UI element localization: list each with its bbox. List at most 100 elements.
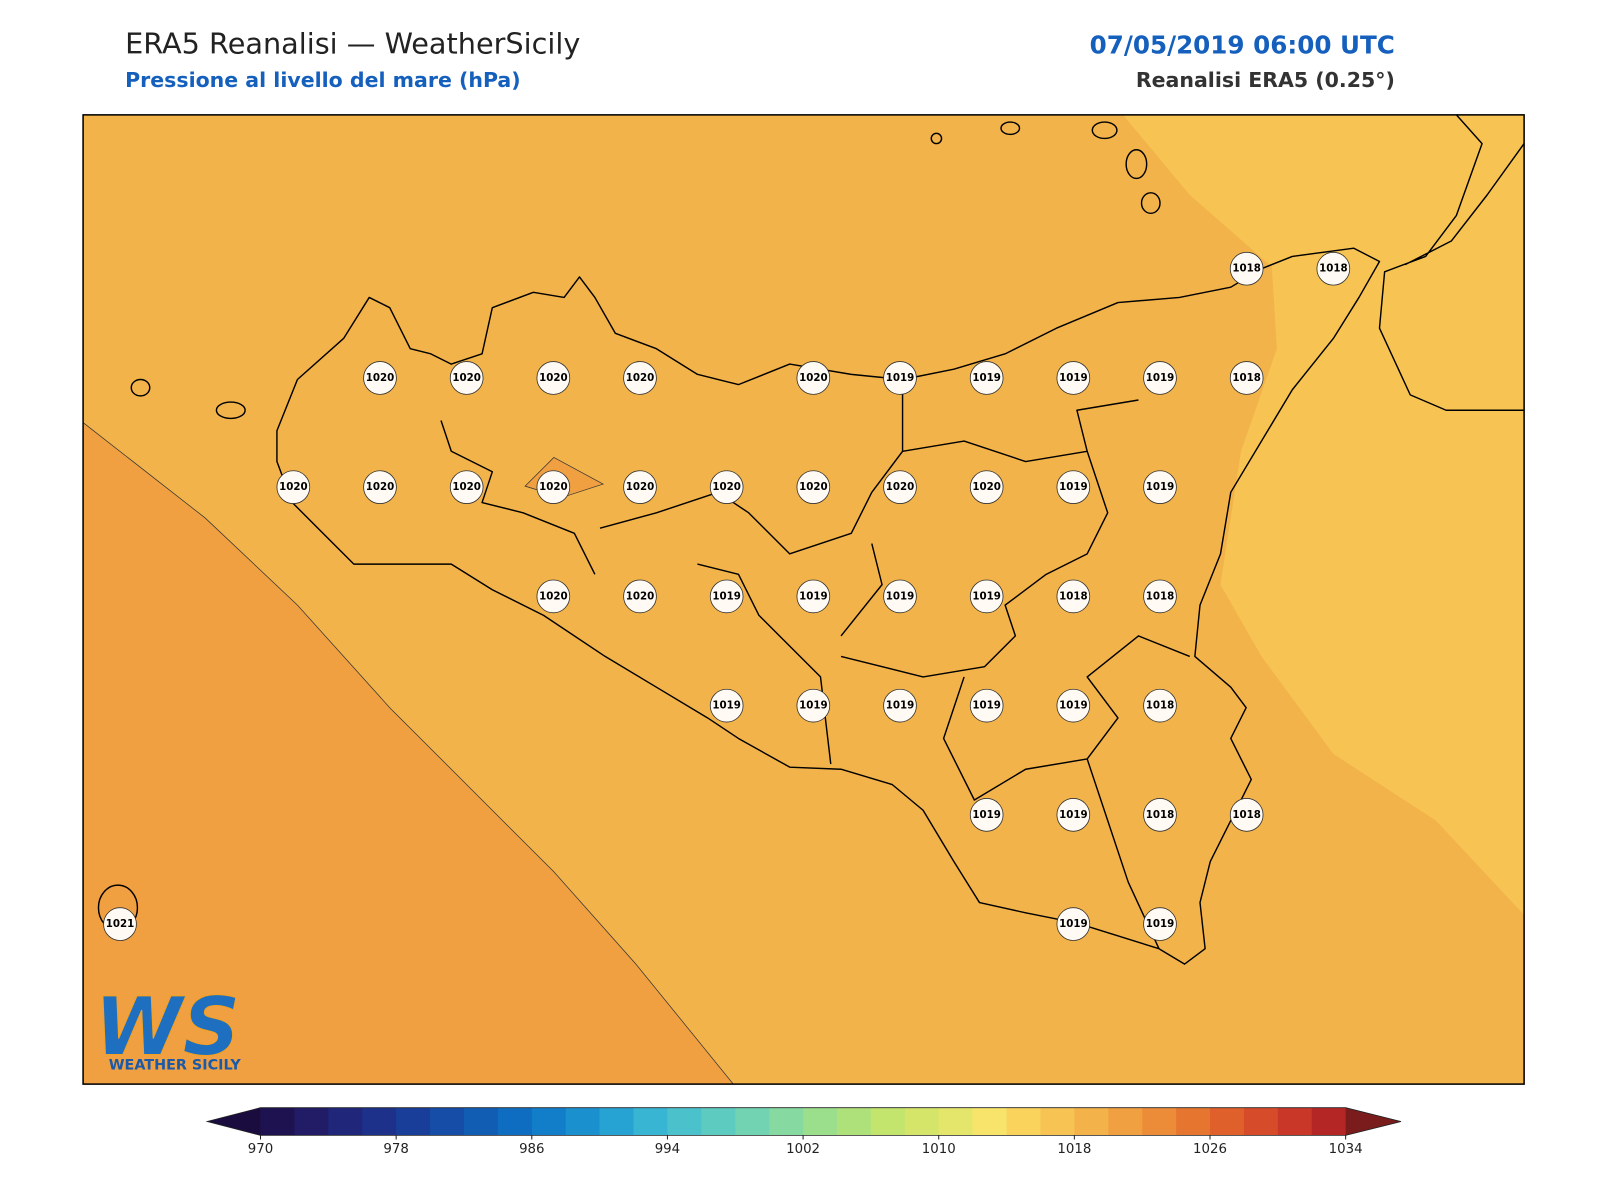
station: 1019 [969,688,1004,723]
station-value: 1020 [452,481,481,493]
color-segment [769,1107,804,1136]
color-segment [1142,1107,1177,1136]
station-marker [623,361,657,395]
station-marker [883,361,917,395]
station-marker [536,361,571,395]
station-value: 1018 [1059,590,1088,602]
color-segment [463,1107,499,1136]
station: 1018 [1229,798,1264,832]
station: 1020 [796,361,831,395]
station-value: 1019 [972,809,1001,821]
station-value: 1020 [452,372,481,384]
station-value: 1020 [799,481,828,493]
station-marker [536,579,571,614]
station-value: 1019 [1059,809,1088,821]
station-value: 1018 [1146,590,1175,602]
coastline-calabria [1378,114,1525,411]
field-1016 [1123,114,1525,915]
logo-text: WEATHER SICILY [109,1058,242,1074]
station-value: 1019 [1146,918,1175,930]
color-segment [362,1107,397,1136]
station-marker [969,798,1004,832]
station: 1020 [883,470,917,504]
station-value: 1020 [626,372,655,384]
station: 1020 [709,470,744,504]
title: ERA5 Reanalisi — WeatherSicily [125,26,580,60]
station-marker [623,470,657,504]
station-marker [536,470,571,504]
station-marker [1056,579,1091,614]
colorbar-tick-label: 1002 [786,1142,820,1157]
station-value: 1019 [1146,372,1175,384]
station-value: 1019 [712,700,741,712]
station-value: 1020 [539,481,568,493]
station-marker [363,470,397,504]
station-value: 1018 [1232,263,1261,275]
color-segment [972,1107,1008,1136]
station-marker [796,688,831,723]
station: 1020 [623,579,657,614]
coastline-sicily [276,247,1381,965]
color-segment [633,1107,668,1136]
station-value: 1020 [799,372,828,384]
station: 1019 [1056,907,1091,941]
color-segment [565,1107,601,1136]
station-marker [969,361,1004,395]
station: 1020 [449,470,484,504]
color-segment [1108,1107,1143,1136]
station: 1018 [1143,579,1177,614]
station-marker [1143,579,1177,614]
station: 1020 [969,470,1004,504]
station-value: 1020 [972,481,1001,493]
color-segment [938,1107,974,1136]
datetime: 07/05/2019 06:00 UTC [1090,30,1395,59]
color-segment [497,1107,533,1136]
extend-high [1345,1107,1402,1136]
station: 1020 [276,470,311,504]
station: 1019 [969,361,1004,395]
station-marker [1056,361,1091,395]
station-marker [1056,688,1091,723]
station: 1020 [623,470,657,504]
color-segment [1277,1107,1313,1136]
station-marker [969,688,1004,723]
color-segment [531,1107,567,1136]
station-value: 1020 [539,590,568,602]
color-segment [260,1107,295,1136]
station: 1020 [796,470,831,504]
station-marker [883,470,917,504]
station-value: 1019 [712,590,741,602]
islands [97,121,1161,931]
station: 1020 [536,470,571,504]
station-marker [363,361,397,395]
subtitle: Pressione al livello del mare (hPa) [125,68,521,92]
color-segment [1210,1107,1245,1136]
station-marker [1056,907,1091,941]
station: 1019 [883,688,917,723]
station-value: 1019 [799,590,828,602]
station-value: 1019 [886,590,915,602]
station: 1019 [1056,798,1091,832]
color-segment [904,1107,940,1136]
color-segment [1006,1107,1041,1136]
station-marker [449,361,484,395]
station: 1019 [969,579,1004,614]
station-marker [623,579,657,614]
station-marker [796,470,831,504]
station: 1018 [1143,688,1177,723]
color-segment [667,1107,702,1136]
station-marker [449,470,484,504]
station-marker [1056,798,1091,832]
station-labels: 1018 1018 1020 1020 1020 1020 1020 1019 1019 1019… [103,251,1351,941]
station: 1019 [969,798,1004,832]
station-marker [796,361,831,395]
color-segment [1040,1107,1075,1136]
station: 1019 [796,688,831,723]
station-marker [1229,798,1264,832]
station: 1019 [796,579,831,614]
color-segment [599,1107,635,1136]
station-value: 1020 [366,481,395,493]
station: 1019 [883,361,917,395]
station: 1020 [536,579,571,614]
station: 1020 [623,361,657,395]
